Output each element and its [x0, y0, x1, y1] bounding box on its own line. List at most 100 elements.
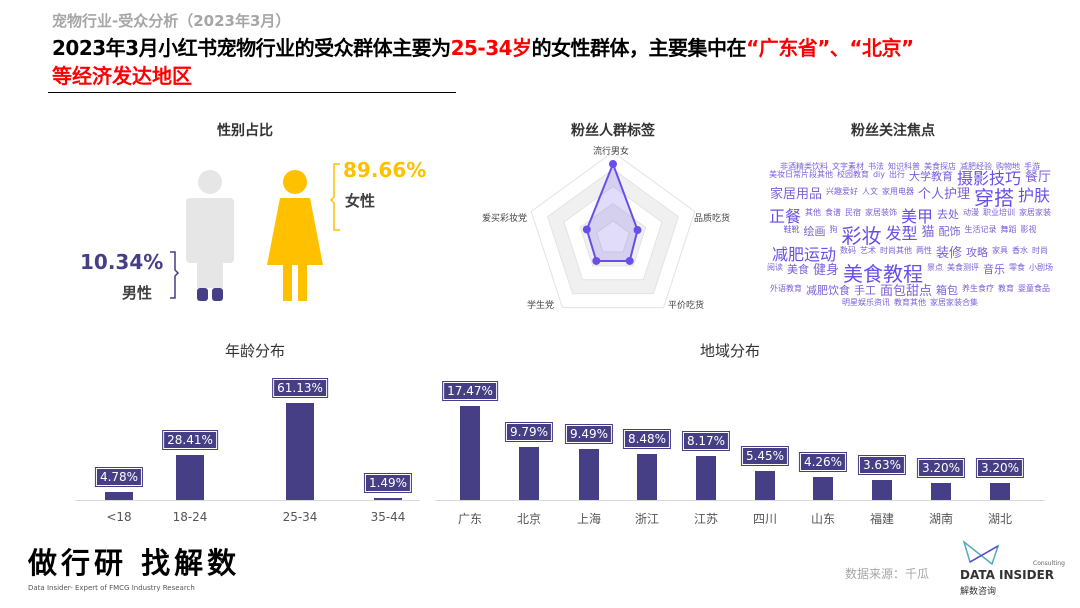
radar-axis-label: 学生党	[527, 301, 555, 311]
cloud-word: 手游	[1024, 162, 1040, 172]
cloud-word: 家具	[992, 246, 1009, 256]
gender-section-title: 性别占比	[217, 123, 273, 139]
cloud-word: 音乐	[983, 262, 1005, 276]
cloud-word: 生活记录	[964, 225, 997, 235]
male-percentage: 10.34%	[80, 250, 164, 274]
bar	[637, 454, 657, 500]
cloud-word: 舞蹈	[1000, 225, 1017, 235]
bar	[105, 492, 133, 500]
male-figure-icon	[186, 170, 234, 288]
cloud-word: 健身	[812, 262, 839, 278]
cloud-word: 购物地	[996, 162, 1020, 172]
gender-figures	[186, 170, 323, 301]
page-title-line2: 等经济发达地区	[52, 64, 192, 88]
title-divider	[48, 92, 456, 93]
radar-series-area	[585, 161, 639, 262]
cloud-word: 减肥饮食	[805, 283, 850, 297]
radar-point	[592, 256, 601, 265]
cloud-word: 其他	[805, 208, 821, 218]
female-figure-icon	[267, 170, 323, 301]
bar	[286, 402, 314, 500]
bar-value-label: 4.78%	[94, 467, 144, 488]
footer-slogan: 做行研 找解数	[28, 546, 241, 580]
male-bracket	[170, 251, 180, 299]
cloud-word: 家居装饰	[865, 208, 897, 218]
bar-value-label: 3.20%	[975, 457, 1025, 478]
cloud-word: 兴趣爱好	[825, 187, 858, 197]
bar	[460, 405, 480, 500]
bar	[176, 454, 204, 500]
cloud-word: 教育其他	[894, 297, 926, 307]
bar	[374, 497, 402, 500]
cloud-word: diy	[872, 170, 885, 180]
cloud-word: 护肤	[1018, 186, 1051, 206]
bar-value-label: 5.45%	[740, 445, 790, 466]
male-figure-feet	[197, 288, 208, 301]
cloud-word: 餐厅	[1025, 170, 1052, 186]
cloud-word: 知识科普	[888, 162, 920, 172]
bar	[519, 447, 539, 500]
cloud-word: 减肥经验	[960, 162, 992, 172]
cloud-word: 美甲	[901, 207, 934, 227]
title-highlight-age: 25-34岁	[450, 36, 532, 60]
cloud-word: 彩妆	[841, 224, 882, 249]
cloud-word: 美食	[786, 262, 809, 276]
cloud-word: 时尚	[1032, 246, 1049, 256]
cloud-word: 攻略	[966, 246, 989, 260]
cloud-word: 书法	[868, 162, 884, 172]
page-title: 2023年3月小红书宠物行业的受众群体主要为25-34岁的女性群体，主要集中在“…	[52, 32, 914, 61]
data-source: 数据来源：千瓜	[845, 567, 930, 581]
category-label: 江苏	[693, 512, 719, 526]
cloud-word: 零食	[1009, 262, 1025, 272]
cloud-word: 职业培训	[983, 208, 1016, 218]
logo-consulting: Consulting	[1033, 560, 1065, 567]
bar	[990, 482, 1010, 500]
logo-name: DATA INSIDER	[960, 568, 1055, 582]
cloud-word: 非酒精类饮料	[780, 162, 828, 172]
region-section-title: 地域分布	[699, 342, 761, 360]
cloud-word: 箱包	[936, 283, 958, 297]
cloud-word: 家用电器	[881, 187, 914, 197]
bar	[579, 448, 599, 500]
cloud-word: 大学教育	[909, 170, 953, 184]
bar-value-label: 28.41%	[162, 429, 218, 450]
radar-point	[582, 225, 591, 234]
bar-value-label: 8.48%	[622, 429, 672, 450]
cloud-word: 配饰	[938, 225, 961, 239]
radar-section-title: 粉丝人群标签	[571, 123, 655, 139]
cloud-word: 养生食疗	[962, 283, 994, 293]
bar-value-label: 4.26%	[798, 451, 848, 472]
cloud-word: 香水	[1012, 246, 1029, 256]
cloud-word: 阅读	[766, 262, 783, 272]
category-label: 北京	[516, 512, 542, 526]
cloud-word: 装修	[936, 246, 963, 262]
cloud-word: 美食教程	[843, 261, 923, 286]
cloud-word: 狗	[829, 225, 838, 235]
cloud-word: 明星娱乐资讯	[842, 297, 890, 307]
title-highlight-beijing: “北京”	[849, 36, 914, 60]
cloud-word: 家居用品	[769, 187, 822, 203]
cloud-word: 摄影技巧	[957, 169, 1022, 189]
cloud-word: 发型	[885, 224, 918, 244]
footer-tagline: Data Insider- Expert of FMCG Industry Re…	[28, 584, 195, 592]
bar-value-label: 9.49%	[564, 423, 614, 444]
cloud-word: 数码	[840, 246, 856, 256]
cloud-word: 猫	[921, 225, 935, 241]
bar-value-label: 9.79%	[504, 422, 554, 443]
cloud-section-title: 粉丝关注焦点	[851, 123, 935, 139]
title-separator: 、	[829, 36, 850, 60]
bar	[696, 455, 716, 500]
bar-value-label: 1.49%	[363, 472, 413, 493]
cloud-word: 艺术	[860, 246, 876, 256]
category-label: <18	[106, 510, 132, 524]
cloud-word: 食谱	[825, 208, 841, 218]
radar-point	[633, 226, 642, 235]
title-text: 的女性群体，主要集中在	[531, 36, 747, 60]
cloud-word: 校园教育	[836, 170, 869, 180]
radar-axis-label: 平价吃货	[668, 301, 705, 311]
cloud-word: 美食探店	[924, 162, 956, 172]
cloud-word: 人文	[861, 187, 878, 197]
cloud-word: 两性	[916, 246, 932, 256]
category-label: 18-24	[172, 510, 208, 524]
logo-cn: 解数咨询	[960, 587, 997, 597]
